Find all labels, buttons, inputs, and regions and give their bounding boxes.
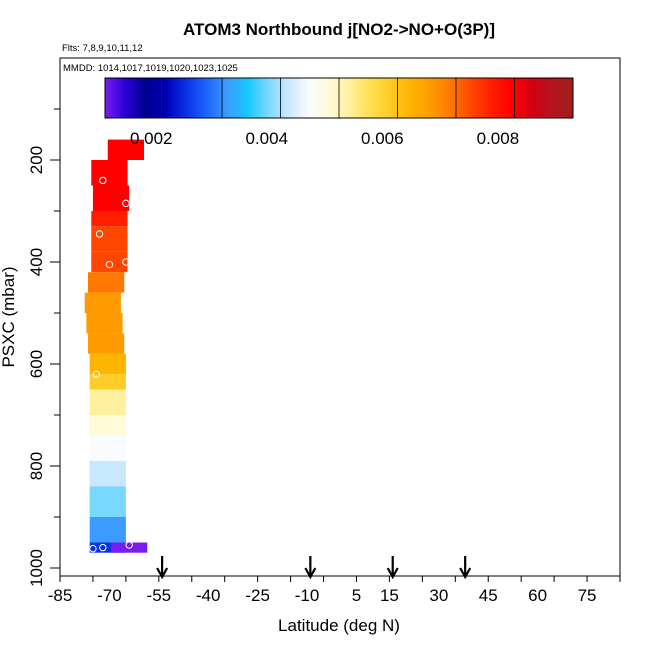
- y-tick-label: 1000: [27, 549, 46, 587]
- y-tick-label: 400: [27, 248, 46, 276]
- flight-arrow-head: [304, 567, 317, 580]
- colorbar-tick-label: 0.002: [130, 129, 173, 148]
- x-tick-label: -10: [295, 586, 320, 605]
- x-axis: -85 -70 -55 -40 -25 -10 5 15 30 45 60 75: [48, 576, 621, 605]
- x-axis-label: Latitude (deg N): [278, 616, 400, 635]
- x-tick-label: -25: [245, 586, 270, 605]
- flight-arrow-head: [386, 567, 399, 580]
- heatmap-cell: [89, 415, 126, 436]
- observation-marker: [89, 544, 97, 553]
- observation-markers: [89, 176, 133, 553]
- y-tick-label: 600: [27, 350, 46, 378]
- flight-arrow: [386, 556, 399, 580]
- observation-marker: [92, 370, 100, 378]
- flight-arrow-head: [459, 567, 472, 580]
- y-tick-label: 800: [27, 452, 46, 480]
- chart-title: ATOM3 Northbound j[NO2->NO+O(3P)]: [183, 20, 495, 39]
- heatmap-cell: [89, 542, 126, 553]
- heatmap-cell: [89, 486, 126, 517]
- heatmap-cell: [91, 226, 128, 252]
- heatmap-cell: [84, 292, 121, 313]
- flight-arrow-head: [156, 567, 169, 580]
- x-tick-label: -40: [196, 586, 221, 605]
- observation-marker: [99, 176, 107, 185]
- heatmap-cell: [91, 211, 128, 227]
- observation-marker: [122, 258, 130, 266]
- colorbar-tick-label: 0.006: [361, 129, 404, 148]
- flight-arrow: [459, 556, 472, 580]
- heatmap-cell: [107, 139, 144, 160]
- heatmap-cell: [89, 435, 126, 461]
- heatmap-cell: [88, 333, 125, 354]
- heatmap-cell: [89, 353, 126, 375]
- heatmap-cell: [86, 313, 123, 334]
- heatmap-cell: [88, 272, 125, 293]
- flight-arrow: [156, 556, 169, 580]
- heatmap-cell: [111, 542, 148, 553]
- chart-subtitle-flights: Flts: 7,8,9,10,11,12: [62, 43, 143, 54]
- y-tick-label: 200: [27, 146, 46, 174]
- chart-subtitle-dates: MMDD: 1014,1017,1019,1020,1023,1025: [63, 63, 238, 74]
- x-tick-label: 60: [528, 586, 547, 605]
- flight-arrow: [304, 556, 317, 580]
- x-tick-label: 5: [352, 586, 361, 605]
- x-tick-label: -55: [147, 586, 172, 605]
- y-axis: 200 400 600 800 1000: [27, 108, 60, 587]
- colorbar-tick-label: 0.008: [477, 129, 520, 148]
- x-tick-label: -85: [48, 586, 73, 605]
- x-tick-label: -70: [97, 586, 122, 605]
- heatmap-cell: [89, 389, 126, 415]
- heatmap-cell: [91, 251, 128, 273]
- y-axis-label: PSXC (mbar): [0, 266, 18, 367]
- x-tick-label: 15: [380, 586, 399, 605]
- observation-marker: [95, 230, 104, 238]
- heatmap-cell: [89, 517, 126, 543]
- x-tick-label: 75: [578, 586, 597, 605]
- heatmap-cell: [91, 160, 128, 186]
- heatmap-cell: [89, 374, 126, 390]
- observation-marker: [122, 199, 130, 208]
- observation-marker: [99, 543, 107, 552]
- observation-marker: [125, 541, 133, 549]
- heatmap-cell: [89, 460, 126, 487]
- x-tick-label: 30: [429, 586, 448, 605]
- x-tick-label: 45: [479, 586, 498, 605]
- colorbar-ticks: 0.002 0.004 0.006 0.008: [130, 78, 519, 148]
- flight-arrows: [156, 556, 472, 580]
- heatmap-cells: [84, 139, 148, 553]
- colorbar-tick-label: 0.004: [246, 129, 289, 148]
- observation-marker: [105, 260, 114, 269]
- plot-frame: [59, 57, 621, 577]
- heatmap-cell: [92, 185, 130, 211]
